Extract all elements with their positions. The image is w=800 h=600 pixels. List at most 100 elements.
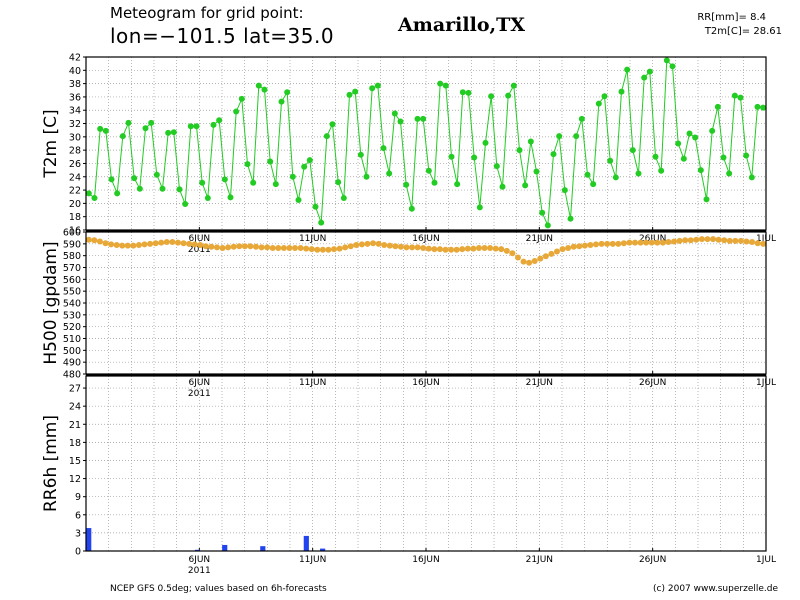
h500-point: [141, 241, 148, 248]
y-tick-label: 560: [63, 275, 81, 286]
t2m-point: [709, 127, 716, 134]
t2m-point: [91, 195, 98, 202]
t2m-point: [437, 80, 444, 87]
h500-point: [559, 246, 566, 253]
y-tick-label: 21: [69, 420, 81, 431]
h500-point: [431, 246, 438, 253]
x-tick-label: 1JUL: [756, 555, 776, 565]
h500-point: [275, 244, 282, 251]
h500-point: [531, 257, 538, 264]
h500-point: [358, 241, 365, 248]
h500-point: [269, 244, 276, 251]
rr6h-bar: [222, 544, 228, 551]
t2m-point: [221, 176, 228, 183]
h500-point: [570, 243, 577, 250]
t2m-point: [612, 174, 619, 181]
h500-point: [509, 250, 516, 257]
h500-point: [213, 244, 220, 251]
h500-point: [169, 239, 176, 246]
h500-point: [542, 253, 549, 260]
y-tick-label: 3: [75, 528, 81, 539]
t2m-point: [346, 91, 353, 98]
t2m-point: [148, 119, 155, 126]
y-tick-label: 27: [69, 384, 81, 395]
y-axis-title: RR6h [mm]: [41, 415, 61, 512]
h500-point: [682, 237, 689, 244]
h500-point: [397, 243, 404, 250]
t2m-point: [465, 89, 472, 96]
t2m-point: [386, 170, 393, 177]
t2m-point: [403, 181, 410, 188]
t2m-point: [760, 104, 767, 111]
h500-point: [308, 246, 315, 253]
t2m-point: [295, 197, 302, 204]
h500-point: [392, 243, 399, 250]
h500-point: [409, 244, 416, 251]
y-tick-label: 38: [69, 79, 81, 90]
y-tick-label: 600: [63, 228, 81, 239]
h500-point: [503, 247, 510, 254]
h500-point: [436, 246, 443, 253]
h500-point: [593, 241, 599, 248]
t2m-point: [165, 129, 172, 136]
h500-point: [737, 237, 744, 244]
t2m-point: [199, 179, 206, 186]
t2m-point: [244, 161, 251, 168]
y-tick-label: 590: [63, 239, 81, 250]
h500-point: [174, 239, 181, 246]
h500-point: [459, 246, 466, 253]
data-source-note: NCEP GFS 0.5deg; values based on 6h-fore…: [110, 584, 327, 594]
t2m-point: [669, 63, 676, 70]
h500-point: [130, 242, 137, 249]
h500-point: [481, 244, 488, 251]
h500-point: [414, 244, 421, 251]
y-tick-label: 480: [63, 370, 81, 381]
h500-point: [565, 244, 572, 251]
t2m-point: [448, 153, 455, 160]
rr-total: RR[mm]= 8.4: [697, 12, 766, 23]
h500-point: [654, 239, 661, 246]
x-year-label: 2011: [188, 566, 211, 576]
h500-point: [331, 246, 338, 253]
h500-point: [514, 254, 521, 261]
h500-point: [247, 243, 254, 250]
y-tick-label: 490: [63, 358, 81, 369]
h500-point: [219, 244, 226, 251]
t2m-point: [675, 140, 682, 147]
t2m-point: [499, 183, 506, 190]
h500-point: [364, 240, 371, 247]
t2m-point: [488, 93, 495, 100]
t2m-point: [731, 92, 738, 99]
t2m-series-line: [88, 59, 764, 226]
t2m-point: [624, 66, 631, 73]
t2m-point: [170, 129, 177, 136]
t2m-point: [567, 215, 574, 222]
t2m-point: [102, 127, 109, 134]
h500-point: [581, 242, 588, 249]
t2m-point: [720, 154, 727, 161]
t2m-point: [595, 100, 602, 107]
t2m-point: [743, 152, 750, 159]
t2m-point: [703, 196, 710, 203]
h500-point: [760, 240, 767, 247]
h500-point: [264, 244, 271, 251]
h500-point: [643, 239, 650, 246]
t2m-point: [556, 133, 563, 140]
t2m-point: [510, 82, 517, 89]
h500-point: [537, 255, 544, 262]
t2m-point: [374, 82, 381, 89]
h500-point: [381, 242, 388, 249]
t2m-point: [233, 108, 240, 115]
t2m-point: [187, 123, 194, 130]
h500-point: [91, 237, 98, 244]
t2m-point: [238, 95, 245, 102]
h500-point: [158, 239, 165, 246]
t2m-mean: T2m[C]= 28.61: [704, 26, 782, 37]
y-tick-label: 42: [69, 53, 81, 64]
y-tick-label: 9: [75, 492, 81, 503]
y-tick-label: 510: [63, 334, 81, 345]
h500-point: [693, 236, 700, 243]
t2m-point: [284, 89, 291, 96]
h500-point: [336, 245, 343, 252]
t2m-point: [431, 179, 438, 186]
